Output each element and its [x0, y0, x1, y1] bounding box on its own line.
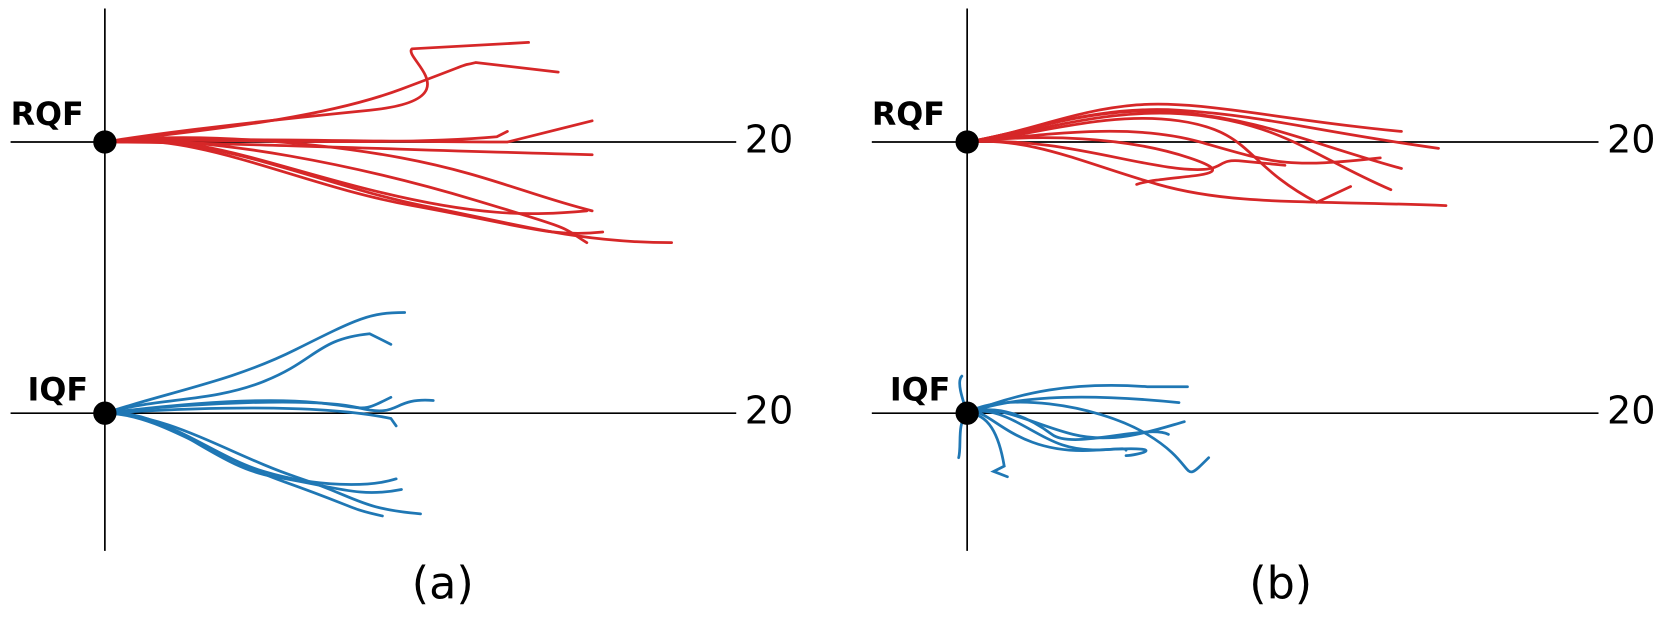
row-end: 20 — [1607, 118, 1656, 162]
row-name: RQF — [872, 97, 945, 133]
panel-label: (b) — [1249, 559, 1312, 610]
iqf-trajectories — [957, 374, 1211, 479]
origin-dot — [955, 130, 979, 154]
row-end: 20 — [745, 118, 794, 162]
iqf-trajectories — [103, 311, 435, 518]
row-name: IQF — [890, 372, 951, 408]
origin-dot — [955, 401, 979, 425]
row-end: 20 — [745, 389, 794, 433]
panel-b: RQF 20 IQF 20 (b) — [872, 8, 1656, 610]
panel-a: RQF 20 IQF 20 (a) — [11, 8, 794, 610]
origin-dot — [93, 401, 117, 425]
rqf-trajectories — [965, 102, 1448, 207]
rqf-trajectories — [103, 41, 673, 245]
origin-dot — [93, 130, 117, 154]
row-name: RQF — [11, 97, 84, 133]
row-end: 20 — [1607, 389, 1656, 433]
panel-label: (a) — [412, 559, 474, 610]
row-name: IQF — [28, 372, 89, 408]
